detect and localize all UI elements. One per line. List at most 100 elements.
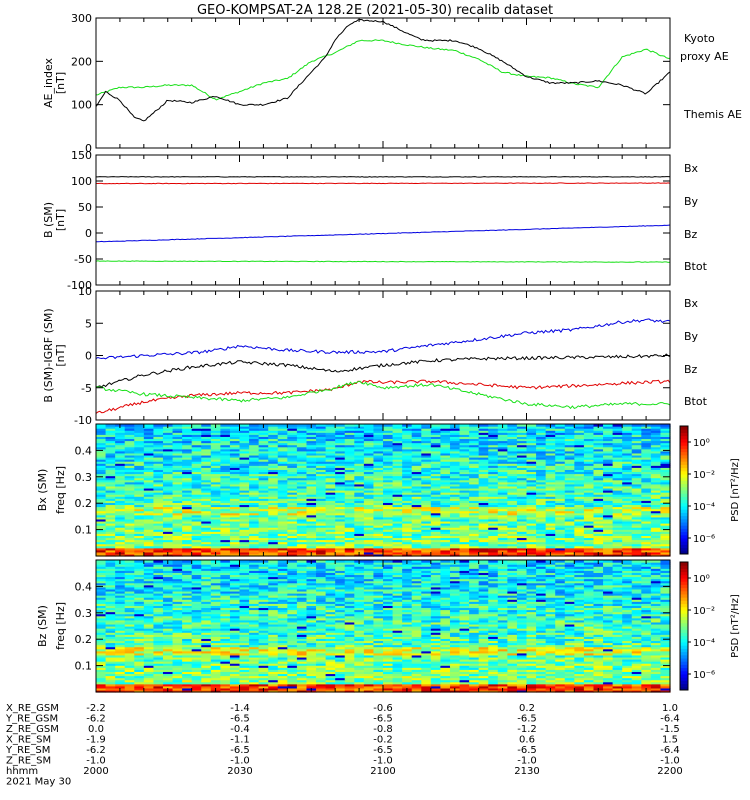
spectrogram-cell	[488, 498, 499, 501]
spectrogram-cell	[411, 529, 422, 532]
spectrogram-cell	[268, 473, 279, 477]
spectrogram-cell	[459, 500, 470, 503]
spectrogram-cell	[631, 436, 642, 440]
spectrogram-cell	[229, 498, 241, 501]
spectrogram-cell	[316, 496, 327, 499]
spectrogram-cell	[115, 432, 126, 435]
spectrogram-cell	[134, 442, 145, 446]
spectrogram-cell	[660, 520, 671, 524]
spectrogram-cell	[449, 481, 461, 485]
spectrogram-cell	[631, 551, 642, 555]
spectrogram-cell	[650, 500, 662, 503]
spectrogram-cell	[143, 487, 154, 491]
spectrogram-cell	[277, 436, 288, 440]
spectrogram-cell	[411, 502, 422, 506]
spectrogram-cell	[124, 479, 135, 483]
spectrogram-cell	[182, 450, 193, 454]
spectrogram-cell	[220, 553, 231, 557]
spectrogram-cell	[516, 452, 528, 456]
spectrogram-cell	[497, 539, 508, 543]
spectrogram-cell	[172, 475, 183, 479]
spectrogram-cell	[402, 481, 413, 485]
spectrogram-cell	[325, 689, 336, 693]
spectrogram-cell	[631, 473, 642, 477]
colorbar-step	[680, 464, 688, 469]
spectrogram-cell	[622, 428, 633, 431]
spectrogram-cell	[210, 471, 221, 475]
spectrogram-cell	[497, 496, 508, 499]
spectrogram-cell	[430, 428, 441, 431]
spectrogram-cell	[229, 547, 241, 551]
spectrogram-cell	[402, 520, 413, 524]
spectrogram-cell	[115, 430, 126, 433]
spectrogram-cell	[411, 675, 422, 679]
spectrogram-cell	[603, 428, 614, 431]
spectrogram-cell	[612, 535, 623, 539]
spectrogram-cell	[306, 469, 317, 473]
spectrogram-cell	[143, 428, 154, 431]
spectrogram-cell	[143, 465, 154, 468]
spectrogram-cell	[430, 440, 441, 444]
spectrogram-cell	[497, 450, 508, 454]
spectrogram-cell	[316, 434, 327, 437]
spectrogram-cell	[555, 520, 566, 524]
spectrogram-cell	[325, 436, 336, 440]
spectrogram-cell	[650, 677, 662, 681]
spectrogram-cell	[249, 440, 260, 444]
spectrogram-cell	[564, 461, 575, 464]
spectrogram-cell	[354, 502, 365, 506]
spectrogram-cell	[210, 450, 221, 454]
spectrogram-cell	[96, 665, 107, 668]
spectrogram-cell	[488, 434, 499, 437]
spectrogram-cell	[344, 430, 355, 433]
spectrogram-cell	[239, 685, 250, 689]
spectrogram-cell	[430, 434, 441, 437]
spectrogram-cell	[96, 471, 107, 475]
spectrogram-cell	[555, 475, 566, 479]
spectrogram-cell	[459, 471, 470, 475]
spectrogram-cell	[363, 450, 375, 454]
spectrogram-cell	[153, 457, 164, 460]
spectrogram-cell	[153, 498, 164, 501]
spectrogram-cell	[526, 523, 537, 526]
spectrogram-cell	[593, 463, 604, 466]
spectrogram-cell	[363, 481, 375, 485]
spectrogram-cell	[497, 469, 508, 473]
spectrogram-cell	[516, 438, 528, 442]
spectrogram-cell	[478, 444, 489, 448]
spectrogram-cell	[411, 434, 422, 437]
spectrogram-cell	[497, 467, 508, 470]
spectrogram-cell	[182, 424, 193, 427]
spectrogram-cell	[335, 685, 346, 689]
spectrogram-cell	[650, 547, 662, 551]
spectrogram-cell	[277, 547, 288, 551]
spectrogram-cell	[641, 545, 652, 549]
spectrogram-cell	[191, 537, 202, 541]
spectrogram-cell	[229, 475, 241, 479]
spectrogram-cell	[335, 463, 346, 466]
spectrogram-cell	[622, 669, 633, 672]
spectrogram-cell	[316, 545, 327, 549]
spectrogram-cell	[555, 430, 566, 433]
spectrogram-cell	[134, 675, 145, 679]
spectrogram-cell	[134, 471, 145, 475]
spectrogram-cell	[622, 514, 633, 518]
spectrogram-cell	[354, 508, 365, 512]
spectrogram-cell	[239, 523, 250, 526]
spectrogram-cell	[287, 450, 298, 454]
spectrogram-cell	[603, 516, 614, 520]
spectrogram-cell	[363, 549, 375, 553]
spectrogram-cell	[201, 504, 212, 508]
spectrogram-cell	[383, 535, 394, 539]
spectrogram-cell	[277, 438, 288, 442]
spectrogram-cell	[325, 498, 336, 501]
spectrogram-cell	[421, 671, 432, 675]
spectrogram-cell	[392, 434, 403, 437]
spectrogram-cell	[555, 547, 566, 551]
spectrogram-cell	[354, 452, 365, 456]
spectrogram-cell	[660, 527, 671, 530]
spectrogram-cell	[124, 508, 135, 512]
spectrogram-cell	[296, 516, 308, 520]
spectrogram-cell	[363, 531, 375, 534]
spectrogram-cell	[239, 481, 250, 485]
